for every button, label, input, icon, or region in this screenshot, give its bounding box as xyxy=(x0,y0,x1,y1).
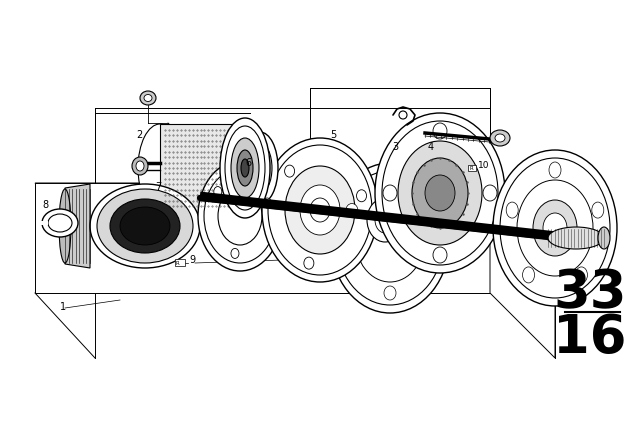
Ellipse shape xyxy=(220,118,270,218)
Ellipse shape xyxy=(500,158,610,298)
Ellipse shape xyxy=(483,185,497,201)
Ellipse shape xyxy=(110,199,180,253)
Ellipse shape xyxy=(285,166,355,254)
Text: 4: 4 xyxy=(428,142,434,152)
Text: 16: 16 xyxy=(553,312,627,364)
Ellipse shape xyxy=(132,157,148,175)
Text: 2: 2 xyxy=(136,130,142,140)
Ellipse shape xyxy=(433,123,447,139)
Ellipse shape xyxy=(490,130,510,146)
Ellipse shape xyxy=(242,132,278,204)
Ellipse shape xyxy=(231,249,239,258)
Ellipse shape xyxy=(330,163,450,313)
Ellipse shape xyxy=(204,169,276,263)
Ellipse shape xyxy=(375,113,505,273)
Ellipse shape xyxy=(237,150,253,186)
Text: 9: 9 xyxy=(189,255,195,265)
Ellipse shape xyxy=(48,214,72,232)
Text: 1: 1 xyxy=(60,302,66,312)
Ellipse shape xyxy=(495,134,505,142)
Ellipse shape xyxy=(263,198,271,208)
Ellipse shape xyxy=(506,202,518,218)
Text: 10: 10 xyxy=(478,161,490,170)
Ellipse shape xyxy=(262,138,378,282)
Ellipse shape xyxy=(346,203,358,217)
Ellipse shape xyxy=(367,198,403,242)
Ellipse shape xyxy=(412,158,468,228)
Ellipse shape xyxy=(522,267,534,283)
Polygon shape xyxy=(35,183,555,248)
Ellipse shape xyxy=(549,162,561,178)
Ellipse shape xyxy=(198,161,282,271)
Polygon shape xyxy=(42,221,48,225)
Text: 7: 7 xyxy=(155,182,161,192)
FancyBboxPatch shape xyxy=(175,259,185,266)
Polygon shape xyxy=(65,184,90,268)
Ellipse shape xyxy=(422,203,434,217)
Polygon shape xyxy=(160,124,245,212)
Ellipse shape xyxy=(383,185,397,201)
Text: R: R xyxy=(469,165,473,171)
Ellipse shape xyxy=(493,150,617,306)
Ellipse shape xyxy=(268,145,372,275)
Ellipse shape xyxy=(382,121,498,265)
Ellipse shape xyxy=(543,213,567,243)
Ellipse shape xyxy=(248,143,272,193)
FancyBboxPatch shape xyxy=(468,165,476,171)
Polygon shape xyxy=(490,183,555,358)
Ellipse shape xyxy=(144,95,152,102)
Ellipse shape xyxy=(90,184,200,268)
Ellipse shape xyxy=(140,91,156,105)
Text: R: R xyxy=(176,260,180,266)
Ellipse shape xyxy=(533,200,577,256)
Text: 6: 6 xyxy=(245,158,251,168)
Text: 33: 33 xyxy=(553,267,627,319)
Ellipse shape xyxy=(517,180,593,276)
Ellipse shape xyxy=(399,111,407,119)
Ellipse shape xyxy=(384,286,396,300)
Ellipse shape xyxy=(231,138,259,198)
Text: 3: 3 xyxy=(392,142,398,152)
Ellipse shape xyxy=(138,124,182,212)
Ellipse shape xyxy=(433,247,447,263)
Ellipse shape xyxy=(310,198,330,222)
Ellipse shape xyxy=(375,207,395,233)
Ellipse shape xyxy=(214,186,222,197)
Ellipse shape xyxy=(398,141,482,245)
Ellipse shape xyxy=(575,267,588,283)
Text: 5: 5 xyxy=(330,130,336,140)
Ellipse shape xyxy=(356,190,367,202)
Ellipse shape xyxy=(59,189,71,263)
Ellipse shape xyxy=(218,187,262,245)
Ellipse shape xyxy=(355,194,425,282)
Ellipse shape xyxy=(241,159,249,177)
Ellipse shape xyxy=(336,171,444,305)
Ellipse shape xyxy=(592,202,604,218)
Ellipse shape xyxy=(425,175,455,211)
Ellipse shape xyxy=(225,126,265,210)
Ellipse shape xyxy=(598,227,610,249)
Ellipse shape xyxy=(42,209,78,237)
Text: 8: 8 xyxy=(42,200,48,210)
Polygon shape xyxy=(35,183,490,293)
Ellipse shape xyxy=(548,227,604,249)
Ellipse shape xyxy=(120,207,170,245)
Ellipse shape xyxy=(300,185,340,235)
Ellipse shape xyxy=(97,189,193,263)
Ellipse shape xyxy=(304,257,314,269)
Ellipse shape xyxy=(285,165,294,177)
Ellipse shape xyxy=(136,161,144,171)
